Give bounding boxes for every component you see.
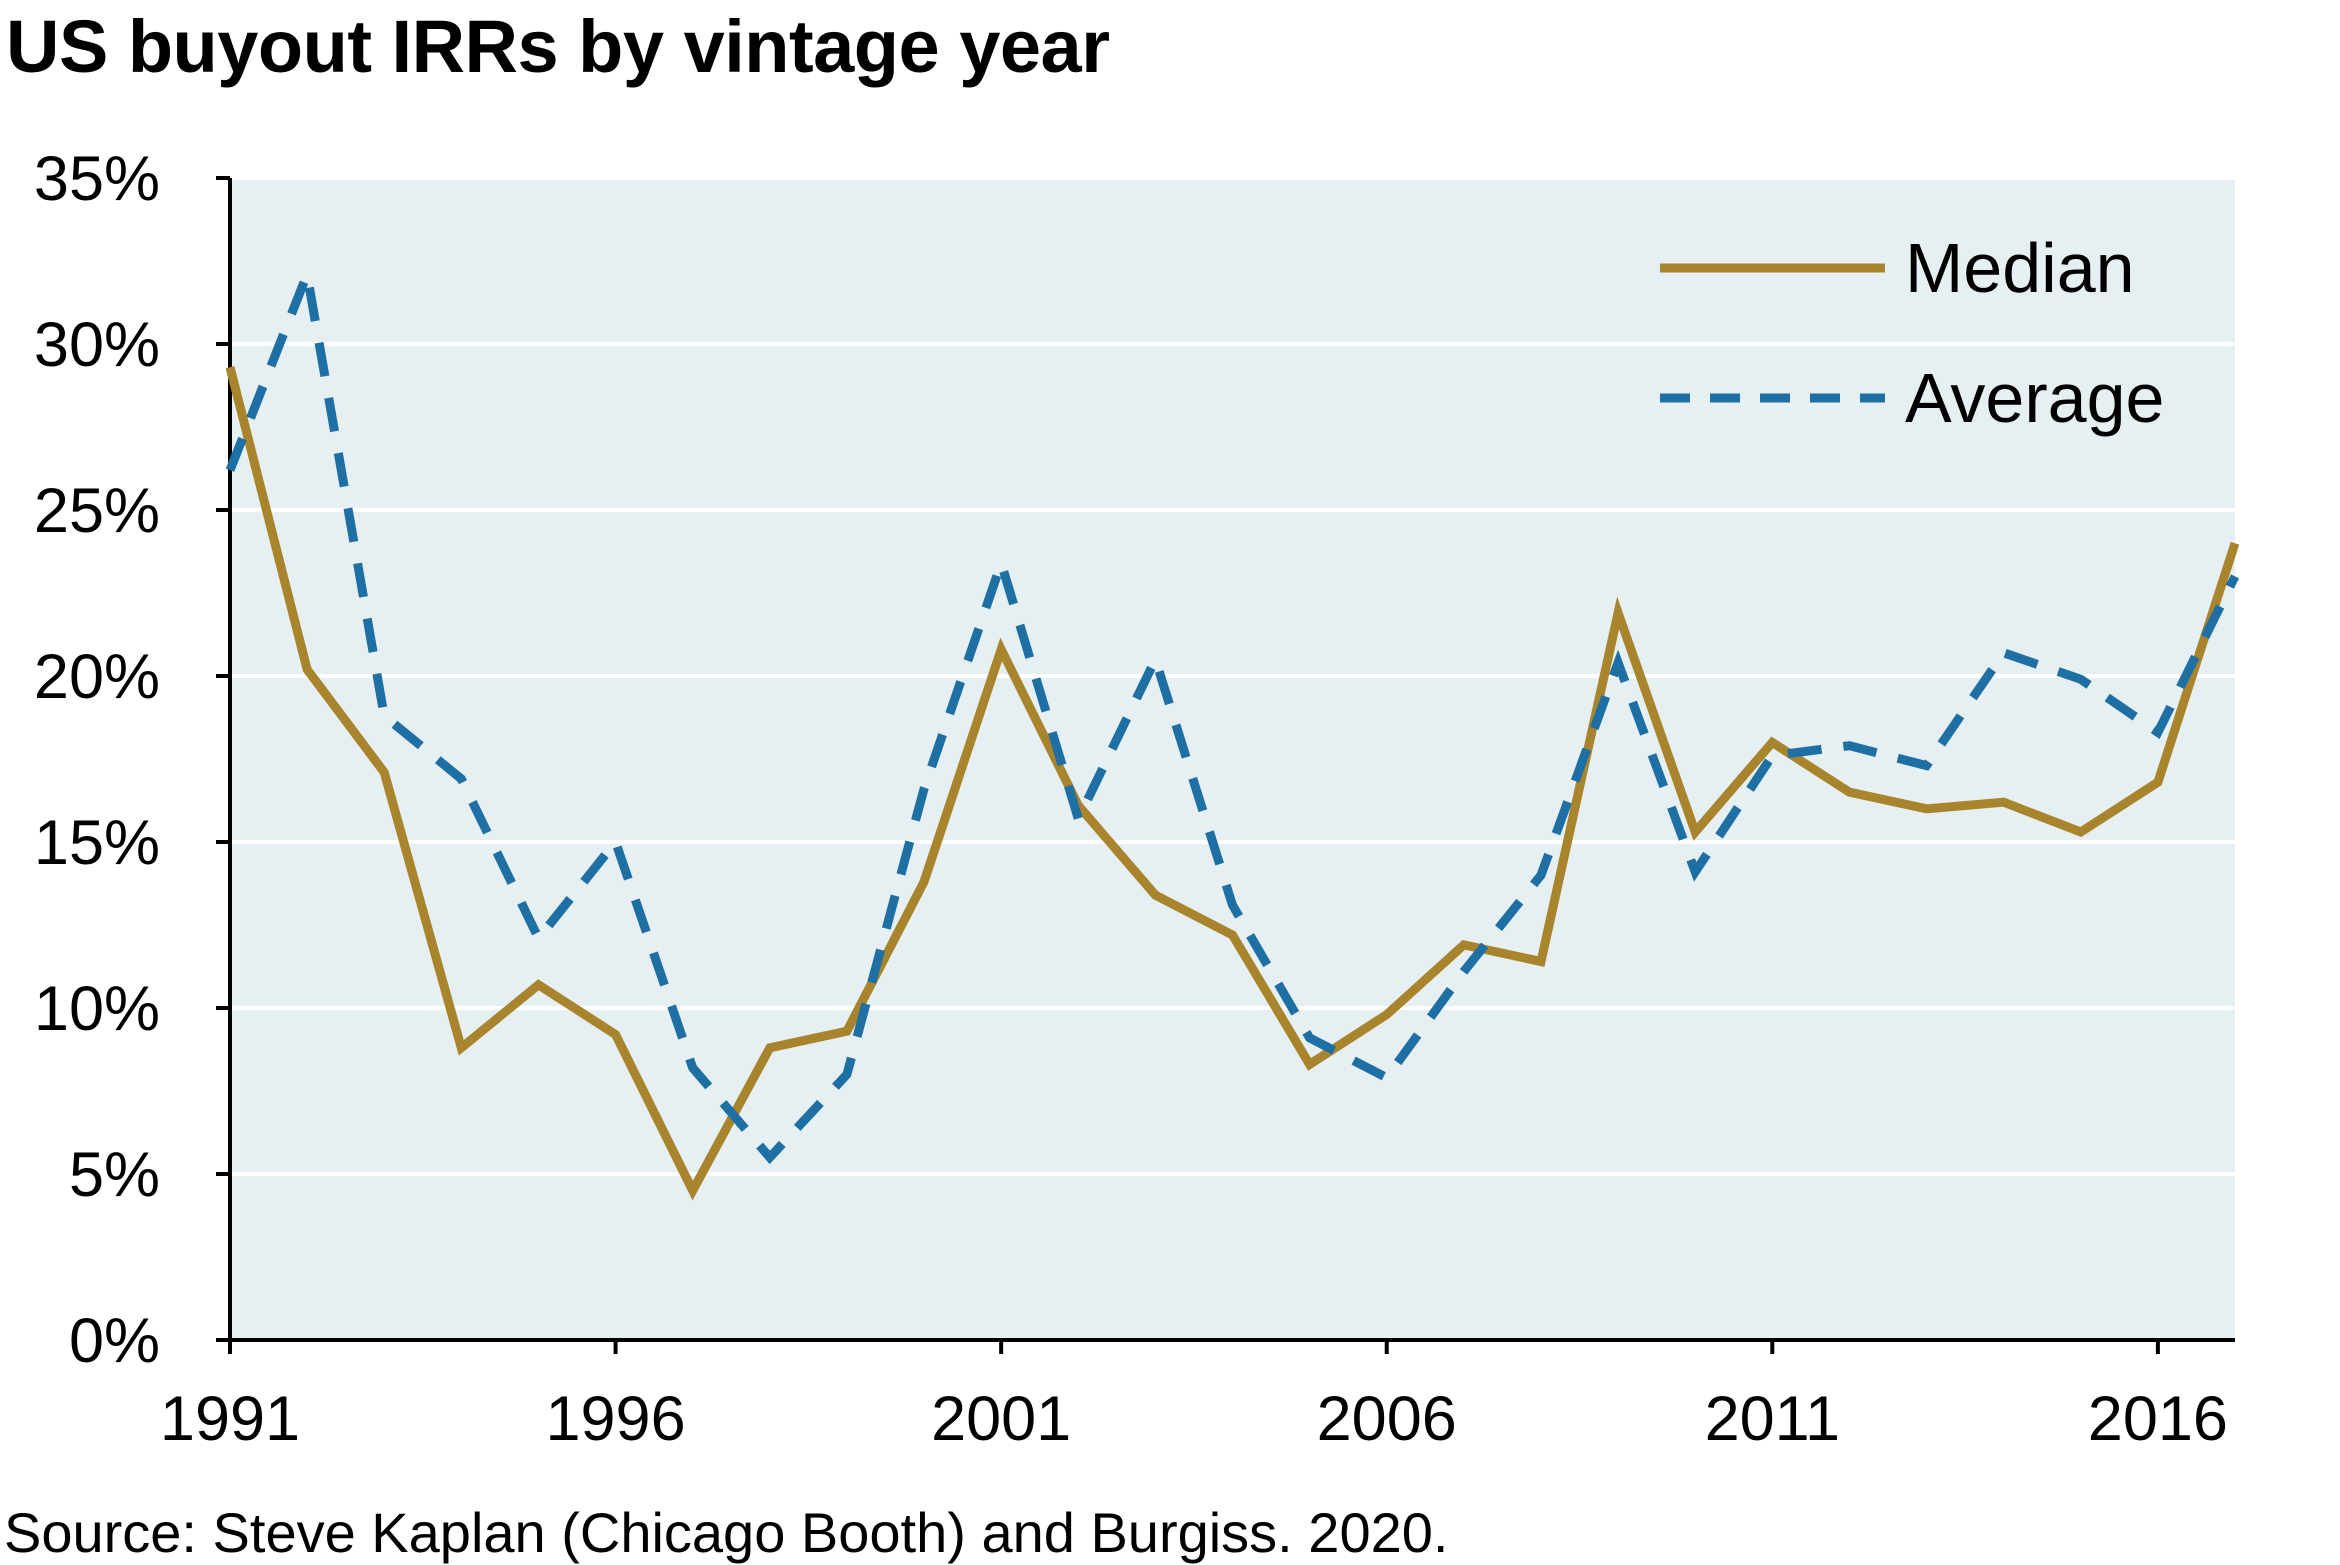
- y-tick-label: 20%: [34, 642, 160, 712]
- plot-area: [230, 178, 2235, 1340]
- x-tick-label: 1991: [160, 1384, 300, 1454]
- y-axis-ticks: 0% 5% 10% 15% 20% 25% 30% 35%: [34, 144, 230, 1376]
- x-tick-label: 1996: [545, 1384, 685, 1454]
- series-line-average: [225, 257, 2240, 1165]
- y-tick-label: 0%: [69, 1306, 160, 1376]
- gridlines: [230, 176, 2235, 1176]
- series-line-median: [225, 366, 2240, 1201]
- series-lines: [225, 257, 2240, 1201]
- y-tick-label: 5%: [69, 1140, 160, 1210]
- x-tick-label: 2011: [1705, 1384, 1840, 1454]
- chart-title: US buyout IRRs by vintage year: [6, 5, 1110, 88]
- x-tick-label: 2001: [931, 1384, 1071, 1454]
- legend-label-average: Average: [1905, 359, 2164, 437]
- y-tick-label: 35%: [34, 144, 160, 214]
- x-tick-label: 2016: [2088, 1384, 2228, 1454]
- y-tick-label: 15%: [34, 808, 160, 878]
- y-tick-label: 25%: [34, 476, 160, 546]
- x-axis-ticks: 1991 1996 2001 2006 2011 2016: [160, 1340, 2228, 1454]
- y-tick-label: 10%: [34, 974, 160, 1044]
- x-tick-label: 2006: [1317, 1384, 1457, 1454]
- y-tick-label: 30%: [34, 310, 160, 380]
- source-note: Source: Steve Kaplan (Chicago Booth) and…: [4, 1501, 1449, 1564]
- legend-label-median: Median: [1905, 229, 2135, 307]
- legend: Median Average: [1660, 229, 2164, 437]
